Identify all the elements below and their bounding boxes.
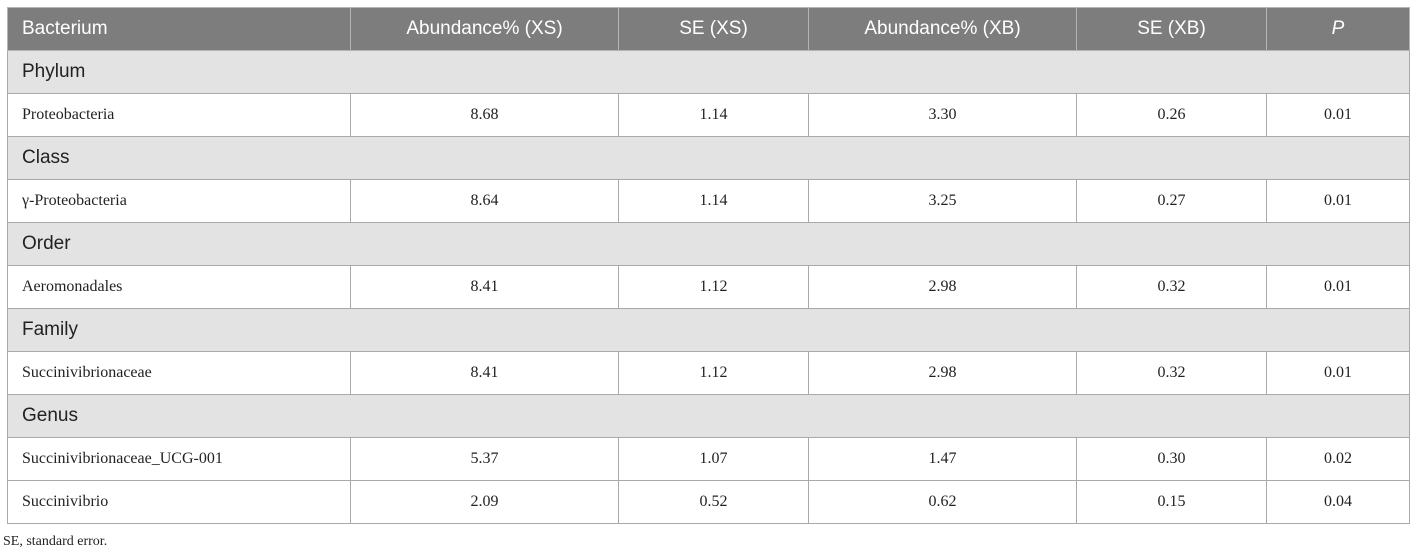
se-xb-cell: 0.27: [1076, 179, 1267, 223]
p-value-cell: 0.01: [1266, 179, 1410, 223]
abundance-xs-cell: 5.37: [350, 437, 619, 481]
abundance-xb-cell: 2.98: [808, 265, 1077, 309]
se-xs-cell: 1.12: [618, 265, 809, 309]
se-xb-cell: 0.15: [1076, 480, 1267, 524]
header-se-xs: SE (XS): [618, 7, 809, 51]
table-row: Aeromonadales 8.41 1.12 2.98 0.32 0.01: [7, 265, 1410, 309]
p-value-cell: 0.02: [1266, 437, 1410, 481]
abundance-xs-cell: 8.41: [350, 351, 619, 395]
bacterium-name-cell: γ-Proteobacteria: [7, 179, 351, 223]
se-xb-cell: 0.32: [1076, 265, 1267, 309]
table-row: γ-Proteobacteria 8.64 1.14 3.25 0.27 0.01: [7, 179, 1410, 223]
p-value-cell: 0.01: [1266, 93, 1410, 137]
bacterium-name-cell: Succinivibrio: [7, 480, 351, 524]
section-label: Order: [7, 222, 1410, 266]
header-se-xb: SE (XB): [1076, 7, 1267, 51]
section-label: Family: [7, 308, 1410, 352]
header-row: Bacterium Abundance% (XS) SE (XS) Abunda…: [7, 7, 1410, 51]
header-bacterium: Bacterium: [7, 7, 351, 51]
section-row: Order: [7, 222, 1410, 266]
se-xs-cell: 1.14: [618, 179, 809, 223]
abundance-xb-cell: 1.47: [808, 437, 1077, 481]
se-xs-cell: 0.52: [618, 480, 809, 524]
section-row: Family: [7, 308, 1410, 352]
section-label: Genus: [7, 394, 1410, 438]
bacterium-name-cell: Succinivibrionaceae: [7, 351, 351, 395]
bacteria-abundance-table: Bacterium Abundance% (XS) SE (XS) Abunda…: [7, 7, 1410, 524]
bacterium-name-cell: Proteobacteria: [7, 93, 351, 137]
se-xb-cell: 0.32: [1076, 351, 1267, 395]
table-row: Succinivibrionaceae_UCG-001 5.37 1.07 1.47 0…: [7, 437, 1410, 481]
abundance-xs-cell: 8.41: [350, 265, 619, 309]
section-row: Genus: [7, 394, 1410, 438]
abundance-xs-cell: 8.68: [350, 93, 619, 137]
se-xs-cell: 1.14: [618, 93, 809, 137]
abundance-xb-cell: 2.98: [808, 351, 1077, 395]
table-row: Proteobacteria 8.68 1.14 3.30 0.26 0.01: [7, 93, 1410, 137]
se-xb-cell: 0.26: [1076, 93, 1267, 137]
section-row: Class: [7, 136, 1410, 180]
se-xs-cell: 1.07: [618, 437, 809, 481]
abundance-xb-cell: 3.30: [808, 93, 1077, 137]
table-footnote: SE, standard error.: [3, 534, 108, 549]
header-abundance-xb: Abundance% (XB): [808, 7, 1077, 51]
section-label: Class: [7, 136, 1410, 180]
header-abundance-xs: Abundance% (XS): [350, 7, 619, 51]
bacterium-name-cell: Aeromonadales: [7, 265, 351, 309]
se-xb-cell: 0.30: [1076, 437, 1267, 481]
p-value-cell: 0.01: [1266, 265, 1410, 309]
table-row: Succinivibrionaceae 8.41 1.12 2.98 0.32 0.01: [7, 351, 1410, 395]
p-value-cell: 0.01: [1266, 351, 1410, 395]
abundance-xb-cell: 3.25: [808, 179, 1077, 223]
table-row: Succinivibrio 2.09 0.52 0.62 0.15 0.04: [7, 480, 1410, 524]
bacterium-name-cell: Succinivibrionaceae_UCG-001: [7, 437, 351, 481]
section-row: Phylum: [7, 50, 1410, 94]
header-p-value: P: [1266, 7, 1410, 51]
section-label: Phylum: [7, 50, 1410, 94]
abundance-xs-cell: 2.09: [350, 480, 619, 524]
abundance-xs-cell: 8.64: [350, 179, 619, 223]
p-value-cell: 0.04: [1266, 480, 1410, 524]
se-xs-cell: 1.12: [618, 351, 809, 395]
abundance-xb-cell: 0.62: [808, 480, 1077, 524]
